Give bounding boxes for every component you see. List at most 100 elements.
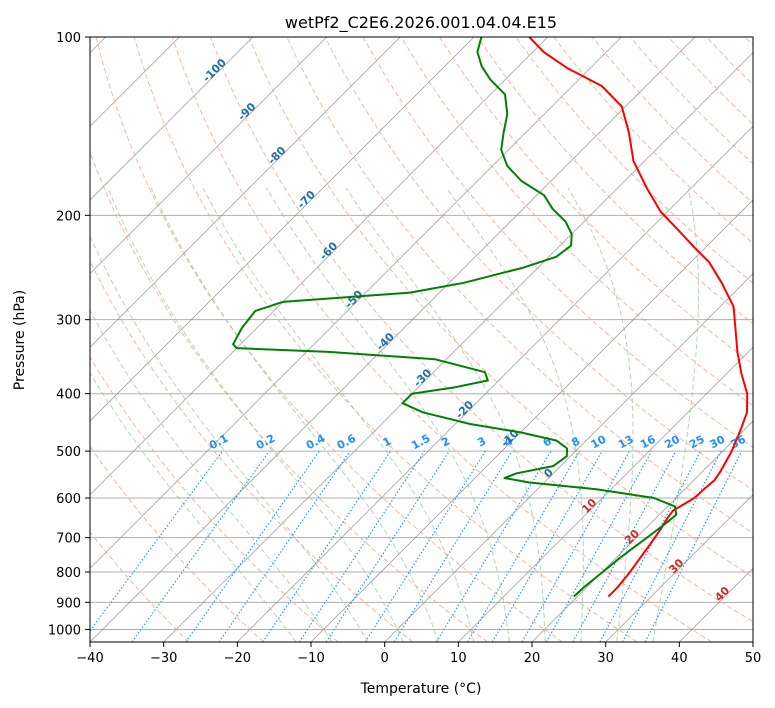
- isotherm-line: [90, 37, 401, 348]
- mixing-ratio-label: 10: [589, 433, 609, 452]
- isotherm-line: [237, 125, 753, 642]
- plot-content: 0.1 0.2 0.4 0.6 1 1.5 2 3 4 6 8 10 13 16 20 25 30 36-100-…: [90, 37, 753, 642]
- x-tick-label: 10: [450, 651, 467, 666]
- mixing-ratio-line: [545, 450, 653, 642]
- dry-adiabat: [362, 37, 753, 449]
- x-tick-label: −30: [150, 651, 177, 666]
- dry-adiabat-label: -20: [453, 398, 476, 421]
- x-tick-label: 40: [671, 651, 688, 666]
- y-tick-label: 700: [56, 532, 81, 547]
- dry-adiabat: [95, 37, 563, 642]
- isotherm-line: [752, 641, 753, 642]
- dry-adiabat-label: -60: [317, 239, 340, 262]
- moist-adiabat: [652, 188, 700, 642]
- dry-adiabat: [706, 37, 753, 86]
- dry-adiabat: [210, 37, 753, 623]
- y-tick-label: 400: [56, 388, 81, 403]
- x-tick-label: −20: [224, 651, 251, 666]
- dry-adiabat-label: 30: [666, 556, 686, 576]
- y-tick-label: 800: [56, 566, 81, 581]
- mixing-ratio-label: 30: [708, 433, 728, 452]
- dry-adiabat: [438, 37, 753, 366]
- y-tick-label: 1000: [48, 623, 81, 638]
- moist-adiabat: [446, 187, 584, 642]
- mixing-ratio-line: [644, 450, 743, 642]
- y-tick-label: 100: [56, 31, 81, 46]
- y-axis-label: Pressure (hPa): [12, 290, 28, 390]
- dry-adiabat: [90, 259, 414, 642]
- mixing-ratio-line: [185, 450, 320, 642]
- chart-title: wetPf2_C2E6.2026.001.04.04.E15: [285, 13, 557, 33]
- dry-adiabat: [90, 356, 339, 642]
- mixing-ratio-label: 0.1: [207, 432, 230, 453]
- mixing-ratio-line: [131, 450, 270, 642]
- dry-adiabat: [324, 37, 753, 491]
- mixing-ratio-label: 0.4: [304, 432, 328, 453]
- moist-adiabat: [150, 187, 439, 642]
- mixing-ratio-label: 2: [439, 434, 452, 449]
- moist-adiabat: [90, 309, 333, 642]
- y-axis: 100 200 300 400 500 600 700 800 900 1000: [48, 31, 90, 638]
- mixing-ratio-line: [262, 450, 392, 642]
- y-tick-label: 200: [56, 209, 81, 224]
- mixing-ratio-label: 3: [475, 434, 488, 449]
- mixing-ratio-line: [572, 450, 677, 642]
- y-tick-label: 300: [56, 314, 81, 329]
- moist-adiabat: [567, 187, 634, 642]
- x-axis-label: Temperature (°C): [360, 681, 482, 697]
- plot-frame: [89, 36, 754, 643]
- moist-adiabat: [107, 188, 404, 642]
- mixing-ratio-line: [393, 450, 513, 642]
- mixing-ratio-label: 16: [638, 433, 658, 452]
- mixing-ratio-label: 25: [687, 433, 707, 452]
- isotherm-line: [679, 567, 753, 642]
- mixing-ratio-line: [325, 450, 450, 642]
- dry-adiabat: [90, 150, 488, 642]
- x-tick-label: −10: [297, 651, 324, 666]
- dry-adiabat: [668, 37, 753, 125]
- dry-adiabat: [171, 37, 712, 642]
- dry-adiabat-label: -40: [374, 330, 397, 353]
- mixing-ratio-label: 8: [569, 434, 582, 449]
- dry-adiabat-label: -80: [265, 144, 288, 167]
- dry-adiabat-label: -50: [342, 288, 365, 311]
- x-tick-label: 50: [745, 651, 762, 666]
- dry-adiabat-label: -30: [411, 366, 434, 389]
- y-tick-label: 900: [56, 596, 81, 611]
- moist-adiabat: [202, 187, 475, 642]
- isotherm-line: [90, 37, 327, 275]
- mixing-ratio-line: [364, 450, 486, 642]
- isotherm-line: [458, 346, 753, 642]
- isotherm-line: [163, 52, 753, 642]
- dry-adiabat: [133, 37, 638, 642]
- mixing-ratio-line: [521, 450, 630, 642]
- dry-adiabat: [744, 37, 753, 47]
- isotherm-line: [90, 37, 622, 569]
- isotherm-line: [90, 37, 254, 201]
- mixing-ratio-line: [621, 450, 722, 642]
- x-tick-label: 0: [381, 651, 389, 666]
- dewpoint-profile: [232, 37, 678, 598]
- mixing-ratio-label: 13: [616, 433, 636, 452]
- dry-adiabat-label: 40: [712, 584, 732, 604]
- x-tick-label: −40: [76, 651, 103, 666]
- mixing-ratio-label: 20: [662, 433, 682, 452]
- dry-adiabat-label: -100: [200, 56, 229, 85]
- dry-adiabat: [553, 37, 753, 244]
- moist-adiabat: [345, 187, 546, 642]
- mixing-ratio-label: 0.2: [254, 432, 277, 453]
- moist-adiabat: [266, 187, 510, 642]
- isotherm-line: [90, 37, 696, 642]
- dry-adiabat-label: -70: [295, 188, 318, 211]
- moist-adiabat: [90, 234, 369, 642]
- isotherm-line: [90, 37, 548, 496]
- x-axis: −40 −30 −20 −10 0 10 20 30 40 50: [76, 642, 761, 666]
- y-tick-label: 600: [56, 492, 81, 507]
- y-tick-label: 500: [56, 445, 81, 460]
- mixing-ratio-line: [298, 450, 425, 642]
- isotherm-line: [384, 273, 753, 642]
- mixing-ratio-line: [599, 450, 702, 642]
- dry-adiabat: [90, 445, 264, 642]
- dry-adiabat: [248, 37, 753, 578]
- dry-adiabat: [90, 531, 190, 642]
